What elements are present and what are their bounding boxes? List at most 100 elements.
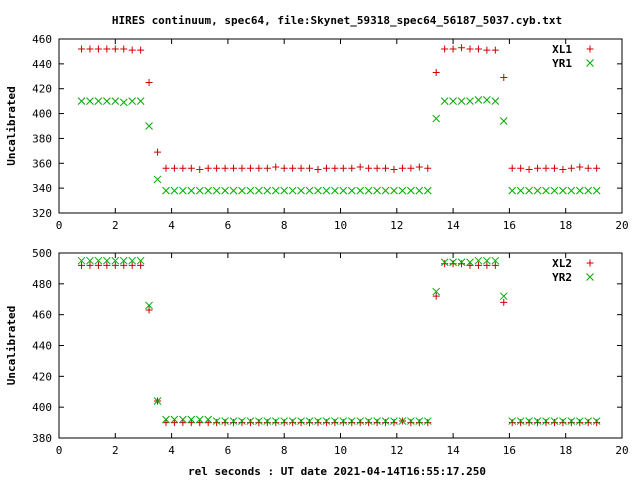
data-point [213, 419, 221, 427]
chart-title: HIRES continuum, spec64, file:Skynet_593… [112, 14, 562, 27]
data-point [474, 261, 482, 269]
legend-marker [586, 273, 594, 281]
x-tick-label: 12 [390, 219, 403, 232]
legend-marker [586, 59, 594, 67]
data-point [373, 164, 381, 172]
data-point [263, 186, 272, 195]
x-tick-label: 20 [615, 444, 628, 457]
data-point [432, 292, 440, 300]
legend-label: XL1 [552, 43, 572, 56]
data-point [339, 419, 347, 427]
data-point [196, 166, 204, 173]
data-point [584, 164, 592, 172]
data-point [440, 258, 449, 267]
data-point [331, 164, 339, 172]
y-tick-label: 380 [32, 132, 52, 145]
data-point [120, 45, 128, 53]
data-point [263, 164, 271, 172]
data-point [170, 419, 178, 427]
x-tick-label: 16 [503, 219, 516, 232]
data-point [272, 419, 280, 427]
data-point [246, 417, 255, 425]
data-point [162, 186, 170, 195]
y-tick-label: 420 [32, 370, 52, 383]
data-point [424, 419, 432, 427]
data-point [457, 97, 466, 105]
data-point [314, 186, 322, 195]
data-point [229, 186, 238, 195]
data-point [204, 415, 213, 424]
data-point [221, 164, 229, 172]
data-point [432, 287, 441, 296]
data-point [533, 186, 542, 195]
data-point [86, 261, 94, 269]
data-point [280, 419, 288, 427]
data-point [331, 419, 339, 427]
data-point [516, 186, 525, 195]
data-point [77, 97, 86, 105]
data-point [179, 186, 187, 195]
y-tick-label: 320 [32, 207, 52, 220]
x-tick-label: 0 [56, 444, 63, 457]
data-point [407, 164, 415, 172]
data-point [457, 258, 466, 267]
data-point [145, 306, 153, 314]
data-point [491, 261, 499, 269]
data-point [542, 419, 550, 427]
data-point [86, 97, 94, 105]
data-point [542, 186, 550, 195]
y-tick-label: 380 [32, 432, 52, 445]
data-point [230, 164, 238, 172]
data-point [255, 419, 263, 427]
data-point [567, 417, 576, 425]
y-axis-label: Uncalibrated [5, 306, 18, 385]
data-point [390, 419, 398, 427]
data-point [474, 45, 482, 53]
data-point [221, 186, 229, 195]
data-point [255, 164, 263, 172]
data-point [407, 417, 415, 425]
data-point [592, 186, 601, 195]
data-point [348, 164, 356, 172]
data-point [525, 186, 533, 195]
data-point [449, 258, 457, 267]
legend-label: YR1 [552, 57, 572, 70]
data-point [103, 261, 111, 269]
legend-marker [586, 45, 594, 53]
data-point [491, 256, 500, 265]
y-tick-label: 360 [32, 157, 52, 170]
y-tick-label: 480 [32, 278, 52, 291]
x-tick-label: 16 [503, 444, 516, 457]
data-point [94, 97, 103, 105]
data-point [322, 164, 330, 172]
x-tick-label: 2 [112, 444, 119, 457]
data-point [516, 417, 525, 425]
data-point [398, 417, 407, 425]
data-point [415, 417, 424, 425]
data-point [390, 166, 398, 173]
data-point [339, 417, 348, 425]
data-point [499, 292, 508, 301]
data-point [508, 419, 516, 427]
data-point [246, 186, 255, 195]
data-point [458, 260, 466, 268]
data-point [575, 417, 584, 425]
data-point [542, 164, 550, 172]
data-point [145, 301, 153, 310]
x-axis-label: rel seconds : UT date 2021-04-14T16:55:1… [188, 465, 486, 478]
data-point [381, 186, 390, 195]
data-point [170, 164, 178, 172]
data-point [103, 256, 111, 265]
data-point [221, 419, 229, 427]
y-tick-label: 440 [32, 340, 52, 353]
data-point [111, 261, 119, 269]
legend-marker [586, 259, 594, 267]
data-point [559, 186, 567, 195]
data-point [137, 46, 145, 54]
data-point [407, 186, 415, 195]
y-tick-label: 440 [32, 58, 52, 71]
data-point [246, 164, 254, 172]
data-point [441, 260, 449, 268]
x-tick-label: 14 [446, 444, 460, 457]
